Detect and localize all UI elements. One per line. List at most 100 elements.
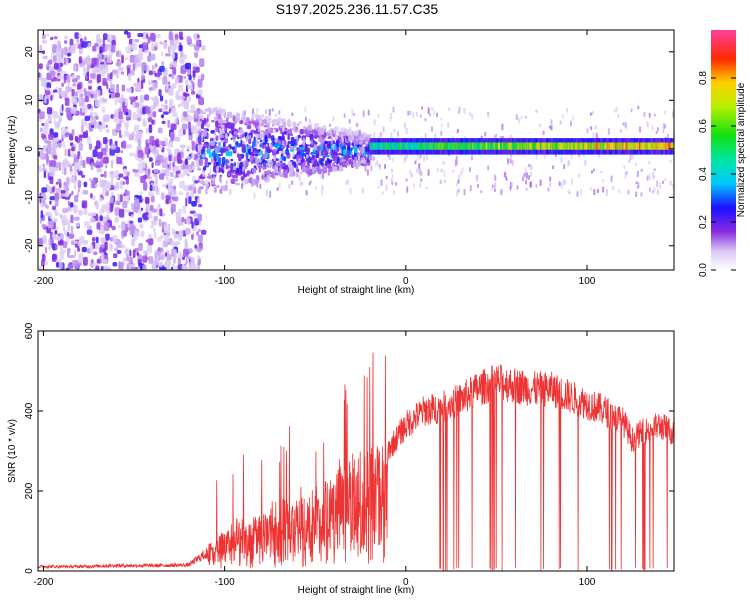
heatmap-cell	[345, 180, 348, 186]
heatmap-cell	[47, 220, 54, 229]
heatmap-cell	[648, 187, 651, 192]
heatmap-cell	[155, 138, 160, 147]
heatmap-cell	[61, 48, 67, 54]
heatmap-cell	[100, 173, 105, 178]
heatmap-cell	[100, 225, 104, 235]
heatmap-cell	[385, 184, 388, 191]
heatmap-cell	[123, 121, 129, 128]
heatmap-cell	[150, 53, 156, 61]
heatmap-cell	[81, 246, 87, 253]
heatmap-cell	[118, 224, 121, 229]
heatmap-cell	[38, 72, 41, 78]
heatmap-cell	[506, 157, 509, 162]
heatmap-cell	[66, 219, 71, 226]
heatmap-cell	[367, 109, 370, 116]
heatmap-cell	[175, 230, 179, 235]
heatmap-cell	[97, 216, 100, 224]
heatmap-cell	[175, 265, 179, 270]
heatmap-cell	[138, 261, 141, 268]
heatmap-cell	[534, 142, 537, 150]
heatmap-cell	[443, 179, 446, 184]
heatmap-cell	[648, 160, 651, 166]
heatmap-cell	[177, 257, 181, 265]
heatmap-cell	[42, 200, 46, 206]
heatmap-cell	[181, 114, 184, 123]
spectrogram-y-label: Frequency (Hz)	[7, 116, 18, 185]
heatmap-cell	[120, 221, 126, 230]
heatmap-cell	[358, 146, 361, 152]
heatmap-cell	[60, 245, 63, 254]
heatmap-cell	[221, 169, 225, 174]
x-tick-label: 0	[403, 577, 409, 588]
heatmap-cell	[98, 124, 103, 133]
y-tick-label: 200	[24, 482, 35, 499]
heatmap-cell	[248, 177, 252, 184]
heatmap-cell	[117, 66, 124, 71]
heatmap-cell	[265, 160, 268, 164]
heatmap-cell	[373, 142, 376, 150]
heatmap-cell	[67, 263, 74, 270]
heatmap-cell	[90, 72, 96, 79]
heatmap-cell	[239, 129, 245, 135]
heatmap-cell	[69, 38, 74, 47]
heatmap-cell	[509, 158, 512, 164]
heatmap-cell	[463, 142, 465, 150]
heatmap-cell	[202, 111, 206, 115]
heatmap-cell	[74, 162, 78, 171]
heatmap-cell	[115, 181, 120, 190]
heatmap-cell	[542, 130, 545, 136]
heatmap-cell	[212, 165, 217, 173]
heatmap-cell	[324, 140, 329, 144]
heatmap-cell	[304, 148, 308, 153]
heatmap-cell	[263, 118, 267, 125]
heatmap-cell	[448, 142, 451, 150]
heatmap-cell	[637, 142, 639, 150]
heatmap-cell	[215, 110, 219, 115]
colorbar-tick-label: 0.8	[698, 71, 709, 85]
heatmap-cell	[185, 80, 188, 86]
heatmap-cell	[186, 256, 192, 260]
y-tick-label: 10	[24, 94, 35, 106]
heatmap-cell	[384, 142, 387, 150]
heatmap-cell	[183, 168, 189, 176]
heatmap-cell	[196, 247, 202, 253]
heatmap-cell	[135, 95, 138, 101]
heatmap-cell	[267, 149, 273, 153]
heatmap-cell	[64, 132, 71, 137]
heatmap-cell	[664, 177, 667, 182]
heatmap-cell	[129, 227, 135, 236]
heatmap-cell	[116, 249, 122, 254]
heatmap-cell	[652, 142, 654, 150]
heatmap-cell	[203, 117, 207, 125]
heatmap-cell	[458, 142, 461, 150]
heatmap-cell	[120, 71, 125, 75]
heatmap-cell	[102, 216, 106, 225]
heatmap-cell	[230, 178, 236, 184]
heatmap-cell	[598, 142, 601, 150]
heatmap-cell	[559, 120, 562, 125]
heatmap-cell	[272, 120, 275, 125]
heatmap-cell	[100, 125, 107, 129]
heatmap-cell	[271, 161, 274, 166]
heatmap-cell	[115, 61, 122, 67]
heatmap-cell	[178, 128, 185, 137]
heatmap-cell	[111, 69, 118, 74]
heatmap-cell	[46, 63, 49, 71]
heatmap-cell	[511, 159, 514, 166]
heatmap-cell	[530, 142, 532, 150]
heatmap-cell	[127, 219, 130, 228]
heatmap-cell	[111, 40, 116, 46]
heatmap-cell	[468, 142, 470, 150]
heatmap-cell	[103, 258, 108, 265]
heatmap-cell	[59, 233, 64, 240]
heatmap-cell	[528, 174, 531, 181]
heatmap-cell	[334, 148, 338, 153]
heatmap-cell	[629, 154, 632, 161]
heatmap-cell	[232, 149, 237, 154]
heatmap-cell	[555, 142, 557, 150]
heatmap-cell	[646, 121, 649, 128]
heatmap-cell	[128, 256, 133, 263]
heatmap-cell	[171, 154, 174, 162]
heatmap-cell	[595, 132, 598, 140]
heatmap-cell	[52, 144, 58, 149]
